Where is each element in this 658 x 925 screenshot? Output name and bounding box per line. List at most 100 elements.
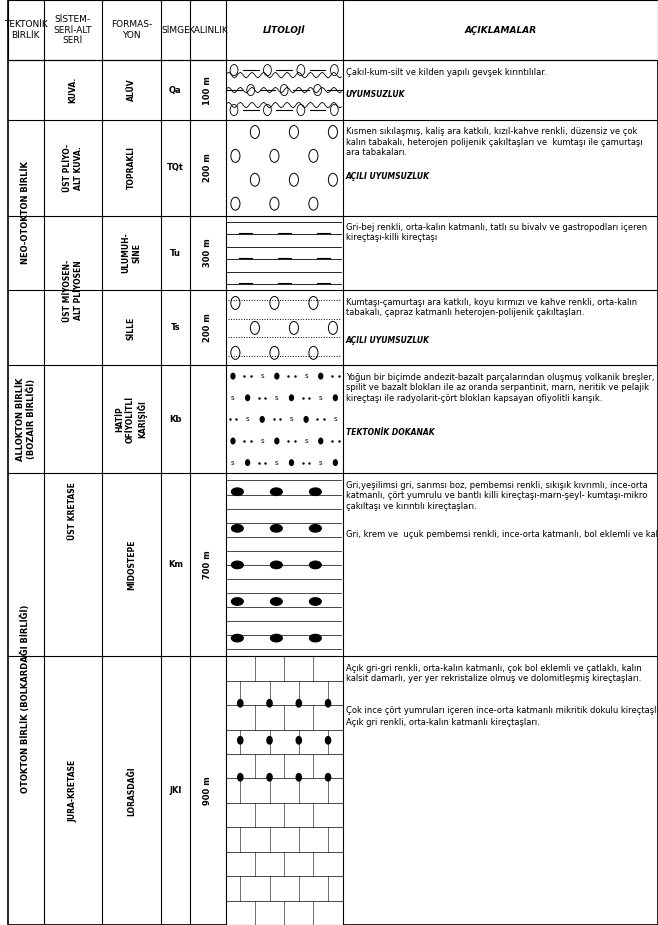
Text: s: s [334,416,337,423]
Circle shape [267,699,272,707]
Text: JURA-KRETASE: JURA-KRETASE [68,759,78,821]
Text: Kısmen sıkılaşmış, kaliş ara katkılı, kızıl-kahve renkli, düzensiz ve çok kalın : Kısmen sıkılaşmış, kaliş ara katkılı, kı… [346,128,643,157]
Bar [226,60,343,120]
Bar [226,120,343,216]
Text: s: s [304,373,308,379]
Circle shape [290,460,293,465]
Ellipse shape [309,561,321,569]
Ellipse shape [232,561,243,569]
Text: SİSTEM-
SERİ-ALT
SERİ: SİSTEM- SERİ-ALT SERİ [53,15,92,45]
Bar [343,365,658,474]
Ellipse shape [309,488,321,496]
Bar [343,60,658,120]
Ellipse shape [270,635,282,642]
Circle shape [261,416,264,422]
Bar [226,120,343,216]
Ellipse shape [270,561,282,569]
Text: Yoğun bir biçimde andezit-bazalt parçalarından oluşmuş volkanik breşler, spilit : Yoğun bir biçimde andezit-bazalt parçala… [346,373,655,402]
Circle shape [238,699,243,707]
Ellipse shape [270,598,282,605]
Bar [343,290,658,365]
Text: 200 m: 200 m [203,154,213,182]
Text: AÇILI UYUMSUZLUK: AÇILI UYUMSUZLUK [346,336,430,345]
Circle shape [275,438,279,444]
Bar [226,365,343,474]
Text: KALINLIK: KALINLIK [188,26,228,34]
Text: Qa: Qa [169,86,182,94]
Text: SİMGE: SİMGE [161,26,190,34]
Text: NEO-OTOKTON BİRLİK: NEO-OTOKTON BİRLİK [21,161,30,265]
Circle shape [231,438,235,444]
Text: Çakıl-kum-silt ve kilden yapılı gevşek kırıntılılar.: Çakıl-kum-silt ve kilden yapılı gevşek k… [346,68,547,77]
Text: s: s [261,373,264,379]
Text: ALLOKTON BİRLİK
(BOZAIR BİRLİĞİ): ALLOKTON BİRLİK (BOZAIR BİRLİĞİ) [16,377,36,461]
Text: MİDOSTEPE: MİDOSTEPE [127,539,136,590]
Circle shape [267,773,272,781]
Ellipse shape [232,488,243,496]
Text: TEKTONİK DOKANAK: TEKTONİK DOKANAK [346,428,434,438]
Ellipse shape [232,598,243,605]
Bar [226,474,343,657]
Text: 200 m: 200 m [203,314,213,342]
Text: s: s [231,395,235,401]
Text: AÇIKLAMALAR: AÇIKLAMALAR [465,26,536,34]
Text: s: s [319,395,322,401]
Text: Gri-bej renkli, orta-kalın katmanlı, tatlı su bivalv ve gastropodları içeren kir: Gri-bej renkli, orta-kalın katmanlı, tat… [346,223,647,242]
Bar [226,290,343,365]
Text: Kumtaşı-çamurtaşı ara katkılı, koyu kırmızı ve kahve renkli, orta-kalın tabakalı: Kumtaşı-çamurtaşı ara katkılı, koyu kırm… [346,298,637,317]
Bar [343,474,658,657]
Text: Çok ince çört yumruları içeren ince-orta katmanlı mikritik dokulu kireçtaşları.: Çok ince çört yumruları içeren ince-orta… [346,706,658,715]
Text: s: s [231,460,235,465]
Bar [343,120,658,216]
Bar [343,216,658,290]
Circle shape [318,374,322,379]
Text: TOPRAKLI: TOPRAKLI [127,146,136,190]
Text: Km: Km [168,561,183,570]
Text: OTOKTON BİRLİK (BOLKARDAĞI BİRLİĞİ): OTOKTON BİRLİK (BOLKARDAĞI BİRLİĞİ) [21,605,30,794]
Ellipse shape [232,635,243,642]
Circle shape [326,736,331,744]
Circle shape [231,374,235,379]
Text: ULUMUH-
SİNE: ULUMUH- SİNE [122,233,141,274]
Circle shape [326,773,331,781]
Bar [226,216,343,290]
Circle shape [238,773,243,781]
Circle shape [304,416,308,422]
Text: 300 m: 300 m [203,239,213,267]
Text: 900 m: 900 m [203,776,213,805]
Circle shape [296,699,301,707]
Text: Tu: Tu [170,249,181,257]
Ellipse shape [309,598,321,605]
Bar [226,657,343,925]
Ellipse shape [270,488,282,496]
Text: s: s [304,438,308,444]
Text: Kb: Kb [169,415,182,424]
Text: ÜST MİYOSEN-
ALT PLİYOSEN: ÜST MİYOSEN- ALT PLİYOSEN [63,259,82,322]
Text: 700 m: 700 m [203,550,213,579]
Circle shape [290,395,293,401]
Text: LİTOLOJİ: LİTOLOJİ [263,25,305,35]
Text: s: s [246,416,249,423]
Circle shape [326,699,331,707]
Text: FORMAS-
YON: FORMAS- YON [111,20,152,40]
Circle shape [334,460,338,465]
Ellipse shape [309,635,321,642]
Ellipse shape [232,524,243,532]
Circle shape [267,736,272,744]
Circle shape [275,374,279,379]
Text: TQt: TQt [166,164,184,172]
Bar [226,657,343,925]
Text: s: s [275,395,278,401]
Text: s: s [275,460,278,465]
Text: Gri, krem ve  uçuk pembemsi renkli, ince-orta katmanlı, bol eklemli ve kalsit da: Gri, krem ve uçuk pembemsi renkli, ince-… [346,530,658,539]
Ellipse shape [309,524,321,532]
Bar [226,290,343,365]
Text: ALÜV: ALÜV [127,79,136,102]
Circle shape [245,460,249,465]
Text: 100 m: 100 m [203,76,213,105]
Text: Ts: Ts [170,324,180,332]
Bar [226,216,343,290]
Text: JKl: JKl [169,786,182,796]
Circle shape [334,395,338,401]
Circle shape [245,395,249,401]
